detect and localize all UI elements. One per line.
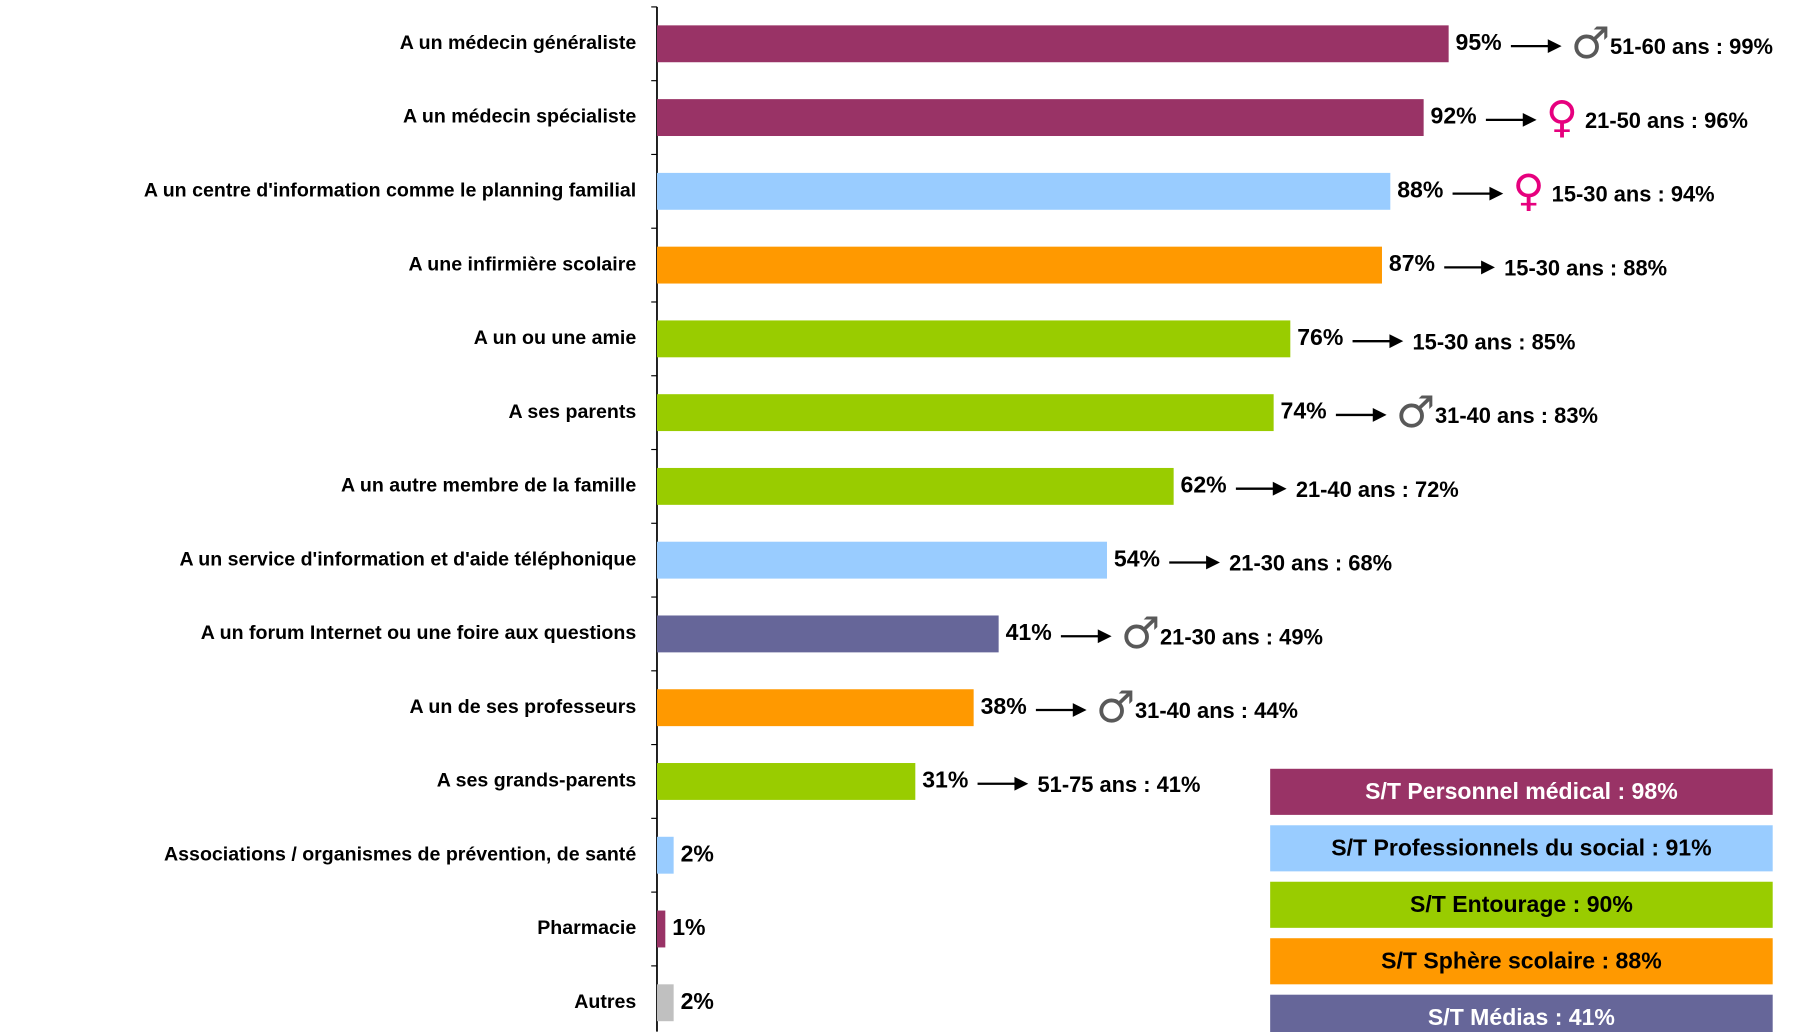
value-label: 2% xyxy=(681,988,714,1014)
annotation: 21-40 ans : 72% xyxy=(1296,477,1459,502)
arrow-head xyxy=(1014,776,1029,791)
annotation: 21-50 ans : 96% xyxy=(1585,108,1748,133)
legend-box xyxy=(1270,994,1773,1032)
legend-text: S/T Entourage : 90% xyxy=(1410,891,1633,917)
value-label: 2% xyxy=(681,840,714,866)
bar xyxy=(656,25,1449,63)
gender-symbol: ♂ xyxy=(1121,608,1160,659)
annotation: 15-30 ans : 85% xyxy=(1412,329,1575,354)
value-label: 74% xyxy=(1281,398,1327,424)
gender-symbol: ♂ xyxy=(1396,387,1435,438)
category-label: A un autre membre de la famille xyxy=(341,475,636,497)
bar xyxy=(656,763,916,800)
category-label: Pharmacie xyxy=(537,917,636,939)
category-label: A un médecin généraliste xyxy=(400,32,637,54)
category-label: A un médecin spécialiste xyxy=(403,106,636,128)
gender-symbol: ♂ xyxy=(1571,18,1610,69)
annotation: 31-40 ans : 83% xyxy=(1435,403,1598,428)
arrow-head xyxy=(1072,703,1087,717)
category-label: A une infirmière scolaire xyxy=(408,253,636,275)
annotation: 31-40 ans : 44% xyxy=(1135,698,1298,723)
annotation: 15-30 ans : 88% xyxy=(1504,255,1667,280)
category-label: A un service d'information et d'aide tél… xyxy=(179,548,636,570)
gender-symbol: ♂ xyxy=(1096,682,1135,733)
value-label: 38% xyxy=(981,693,1027,719)
category-label: A un centre d'information comme le plann… xyxy=(144,180,636,202)
annotation: 21-30 ans : 68% xyxy=(1229,551,1392,576)
legend-box xyxy=(1270,938,1773,985)
legend-box xyxy=(1270,768,1773,815)
bar xyxy=(656,246,1382,284)
category-label: A ses parents xyxy=(509,401,637,423)
annotation: 21-30 ans : 49% xyxy=(1160,624,1323,649)
bar xyxy=(656,689,974,727)
category-label: A ses grands-parents xyxy=(437,770,637,792)
value-label: 31% xyxy=(922,767,968,793)
arrow-head xyxy=(1372,408,1387,422)
value-label: 87% xyxy=(1389,250,1435,276)
category-label: A un forum Internet ou une foire aux que… xyxy=(201,622,637,644)
annotation: 51-75 ans : 41% xyxy=(1037,772,1200,797)
arrow-head xyxy=(1389,334,1404,349)
value-label: 92% xyxy=(1431,103,1477,129)
bar xyxy=(656,984,674,1022)
arrow-head xyxy=(1097,629,1112,644)
legend-text: S/T Personnel médical : 98% xyxy=(1365,778,1678,804)
gender-symbol: ♀ xyxy=(1512,166,1544,217)
bar xyxy=(656,541,1107,579)
bar xyxy=(656,910,666,948)
category-label: Autres xyxy=(574,991,636,1013)
arrow-head xyxy=(1206,555,1220,570)
value-label: 76% xyxy=(1297,324,1343,350)
value-label: 88% xyxy=(1397,176,1443,202)
legend-text: S/T Sphère scolaire : 88% xyxy=(1381,948,1662,974)
annotation: 15-30 ans : 94% xyxy=(1552,182,1715,207)
value-label: 54% xyxy=(1114,545,1160,571)
value-label: 41% xyxy=(1006,619,1052,645)
arrow-head xyxy=(1522,112,1537,127)
arrow-head xyxy=(1547,39,1562,54)
arrow-head xyxy=(1481,260,1495,275)
bar xyxy=(656,615,999,653)
bar xyxy=(656,394,1274,432)
bar xyxy=(656,836,674,874)
bar xyxy=(656,172,1391,210)
arrow-head xyxy=(1489,186,1504,201)
category-label: A un de ses professeurs xyxy=(410,696,637,718)
plot: A un médecin généraliste 95% ♂ 51-60 ans : … xyxy=(144,6,1773,1032)
bar xyxy=(656,320,1291,358)
bar xyxy=(656,99,1424,137)
arrow-head xyxy=(1272,481,1287,496)
bar xyxy=(656,467,1174,505)
annotation: 51-60 ans : 99% xyxy=(1610,34,1773,59)
value-label: 1% xyxy=(672,914,705,940)
legend-box xyxy=(1270,881,1773,928)
gender-symbol: ♀ xyxy=(1546,92,1578,143)
legend-text: S/T Professionnels du social : 91% xyxy=(1331,835,1711,861)
category-label: Associations / organismes de prévention,… xyxy=(164,843,636,865)
legend-box xyxy=(1270,825,1773,872)
legend-text: S/T Médias : 41% xyxy=(1428,1004,1615,1030)
category-label: A un ou une amie xyxy=(474,327,637,349)
value-label: 62% xyxy=(1181,471,1227,497)
value-label: 95% xyxy=(1456,29,1502,55)
